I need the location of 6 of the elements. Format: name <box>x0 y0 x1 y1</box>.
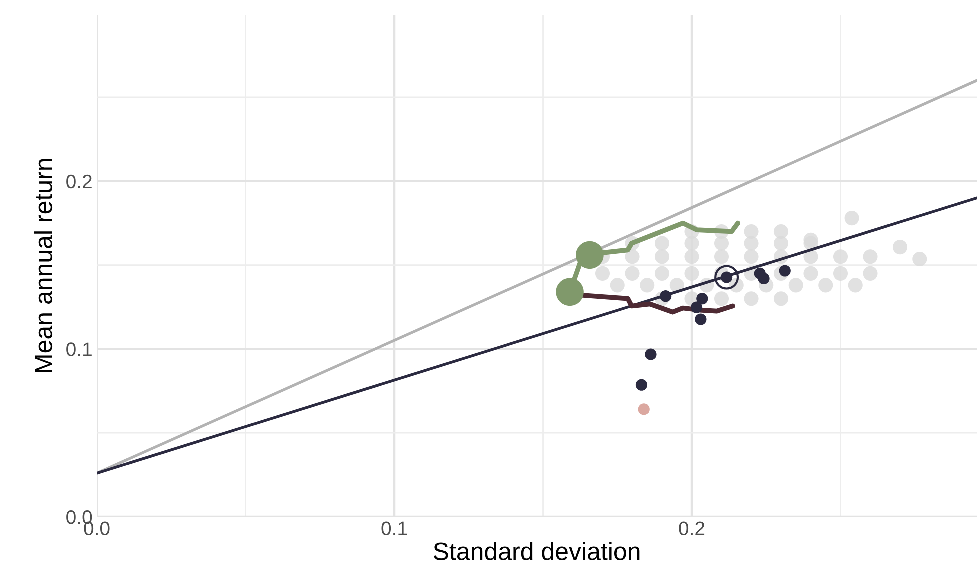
x-tick-label: 0.1 <box>382 522 408 536</box>
x-tick-label: 0.2 <box>679 522 705 536</box>
y-tick-label: 0.1 <box>66 342 92 356</box>
y-tick-label: 0.2 <box>66 174 92 189</box>
y-axis-title: Mean annual return <box>34 159 53 372</box>
x-axis-title: Standard deviation <box>434 542 640 560</box>
